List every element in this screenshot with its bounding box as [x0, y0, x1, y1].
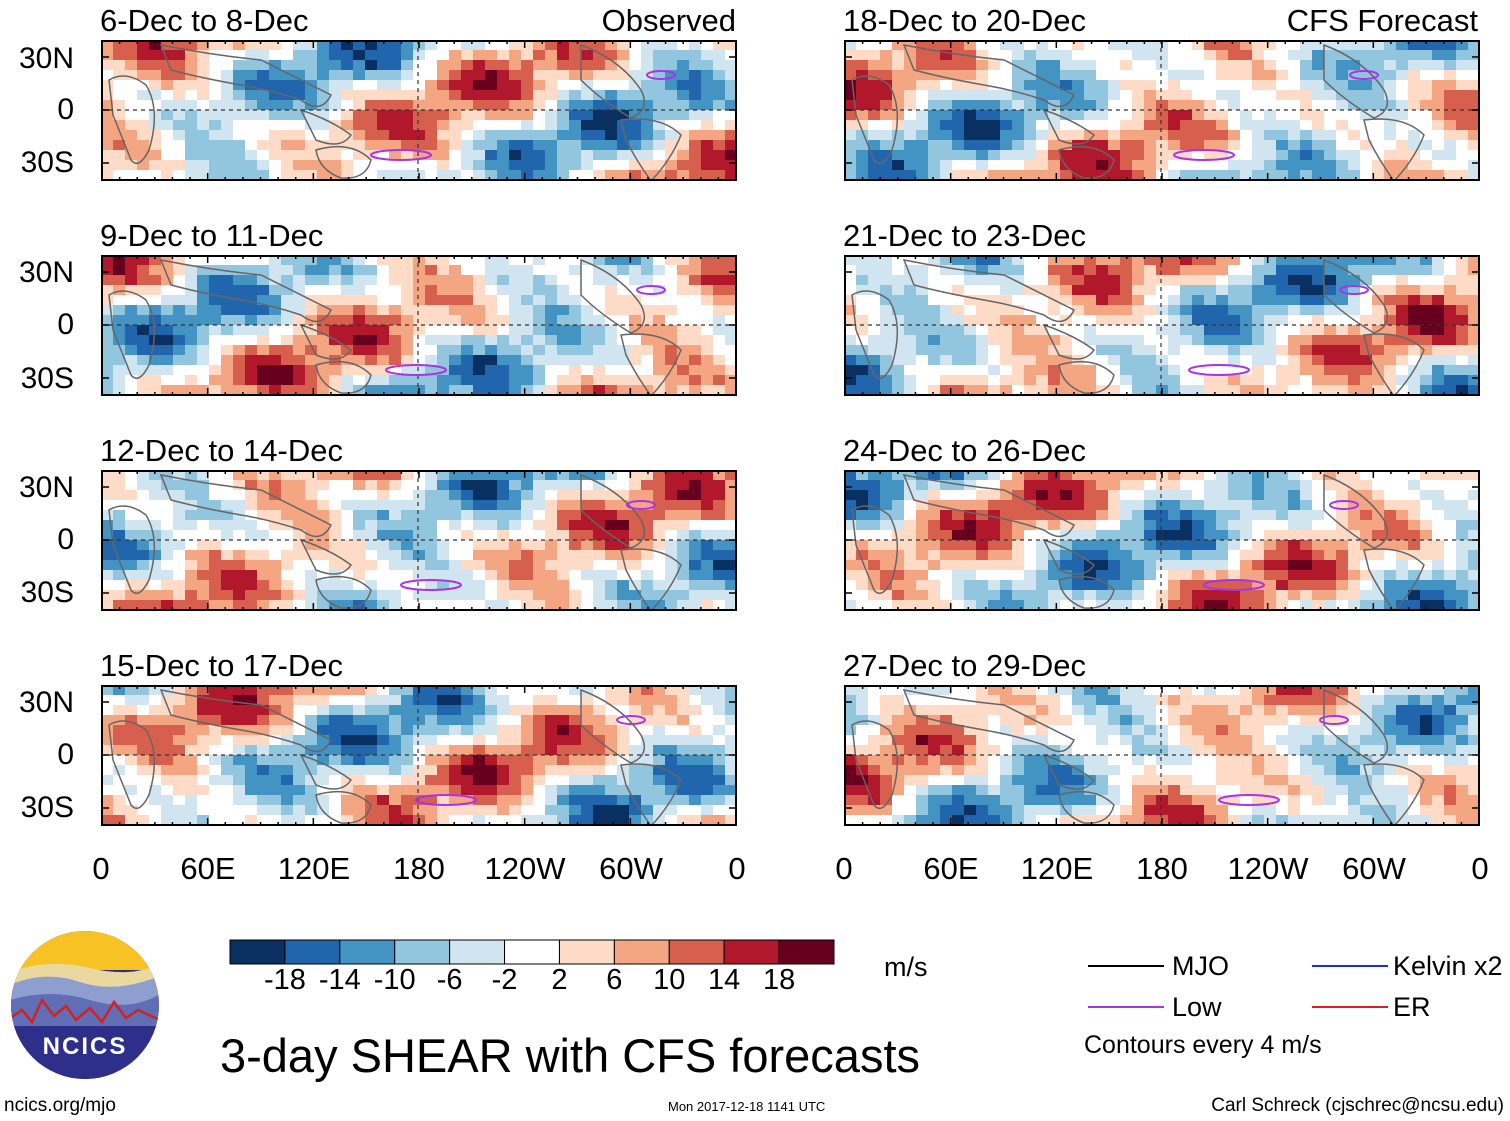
map-panel-observed-4: [101, 685, 737, 826]
footer-timestamp: Mon 2017-12-18 1141 UTC: [668, 1099, 826, 1114]
lon-label-left-60w: 60W: [599, 851, 663, 886]
lat-label-30n-row2: 30N: [18, 256, 74, 289]
colorbar-swatch-1: [284, 939, 341, 965]
colorbar-tick-label: -6: [436, 964, 463, 996]
low-contours: [385, 285, 666, 376]
map-panel-observed-3: [101, 470, 737, 611]
low-contours: [1188, 285, 1369, 376]
low-contours: [400, 500, 656, 591]
low-contours: [1173, 70, 1379, 161]
panel-title-3: 12-Dec to 14-Dec: [100, 433, 343, 468]
observed-label: Observed: [601, 3, 736, 38]
colorbar-tick-label: -14: [318, 964, 361, 996]
colorbar-unit: m/s: [884, 952, 928, 982]
legend-low-line: [1088, 1006, 1164, 1008]
low-contours: [370, 70, 676, 161]
ncics-logo: NCICS: [11, 931, 159, 1079]
map-panel-observed-1: [101, 40, 737, 181]
panel-title-4: 15-Dec to 17-Dec: [100, 648, 343, 683]
colorbar-tick-label: -10: [373, 964, 416, 996]
map-panel-forecast-4: [844, 685, 1480, 826]
lon-label-right-120w: 120W: [1227, 851, 1309, 886]
panel-title-7: 24-Dec to 26-Dec: [843, 433, 1086, 468]
low-contours: [1218, 715, 1349, 806]
legend-low-label: Low: [1172, 992, 1222, 1022]
colorbar: [229, 939, 835, 965]
lon-label-left-120w: 120W: [484, 851, 566, 886]
coastlines: [108, 473, 682, 611]
lat-label-eq-row2: 0: [57, 308, 74, 341]
colorbar-tick-label: 14: [708, 964, 741, 996]
panel-title-8: 27-Dec to 29-Dec: [843, 648, 1086, 683]
coastlines: [851, 43, 1425, 181]
colorbar-tick-label: 10: [653, 964, 686, 996]
lat-label-30n-row4: 30N: [18, 686, 74, 719]
coastlines: [108, 43, 682, 181]
colorbar-tick-label: -2: [491, 964, 518, 996]
colorbar-tick-label: 6: [606, 964, 623, 996]
colorbar-swatch-5: [504, 939, 560, 965]
coastlines: [108, 688, 682, 826]
lon-label-right-180: 180: [1136, 851, 1188, 886]
panel-title-2: 9-Dec to 11-Dec: [100, 218, 324, 253]
colorbar-swatch-8: [668, 939, 725, 965]
colorbar-swatch-10: [778, 939, 835, 965]
colorbar-swatch-0: [229, 939, 286, 965]
legend-mjo-label: MJO: [1172, 951, 1229, 981]
footer-credit: Carl Schreck (cjschrec@ncsu.edu): [1211, 1095, 1504, 1116]
lon-label-right-0-end: 0: [1471, 851, 1489, 886]
lat-label-30n-row3: 30N: [18, 471, 74, 504]
legend-er-line: [1312, 1006, 1388, 1008]
main-title: 3-day SHEAR with CFS forecasts: [220, 1029, 920, 1082]
lon-label-right-60e: 60E: [923, 851, 979, 886]
map-panel-observed-2: [101, 255, 737, 396]
legend-er-label: ER: [1393, 992, 1431, 1022]
coastlines: [851, 688, 1425, 826]
lon-label-left-0: 0: [92, 851, 110, 886]
map-panel-forecast-1: [844, 40, 1480, 181]
lon-label-left-0-end: 0: [728, 851, 746, 886]
colorbar-swatch-6: [558, 939, 615, 965]
colorbar-swatch-4: [449, 939, 506, 965]
legend-contour-note: Contours every 4 m/s: [1084, 1031, 1322, 1059]
lon-label-left-180: 180: [393, 851, 445, 886]
panel-title-6: 21-Dec to 23-Dec: [843, 218, 1086, 253]
low-contours: [1203, 500, 1359, 591]
logo-text: NCICS: [43, 1033, 128, 1060]
lon-label-left-60e: 60E: [180, 851, 236, 886]
footer-url[interactable]: ncics.org/mjo: [4, 1095, 116, 1116]
legend-mjo-line: [1088, 965, 1164, 967]
lon-label-right-60w: 60W: [1342, 851, 1406, 886]
lat-label-eq-row4: 0: [57, 738, 74, 771]
panel-title-5: 18-Dec to 20-Dec: [843, 3, 1086, 38]
low-contours: [415, 715, 646, 806]
cfs-forecast-label: CFS Forecast: [1286, 3, 1478, 38]
lon-label-right-0: 0: [835, 851, 853, 886]
colorbar-tick-label: -18: [263, 964, 306, 996]
lat-label-30n-row1: 30N: [18, 42, 74, 75]
legend-kelvin-line: [1312, 965, 1388, 967]
lat-label-30s-row1: 30S: [20, 146, 74, 179]
colorbar-swatch-7: [613, 939, 670, 965]
lat-label-30s-row4: 30S: [20, 791, 74, 824]
colorbar-swatch-9: [723, 939, 780, 965]
coastlines: [851, 258, 1425, 396]
panel-title-1: 6-Dec to 8-Dec: [100, 3, 309, 38]
lon-label-right-120e: 120E: [1020, 851, 1094, 886]
legend-kelvin-label: Kelvin x2: [1393, 951, 1503, 981]
lat-label-30s-row2: 30S: [20, 362, 74, 395]
lat-label-eq-row1: 0: [57, 93, 74, 126]
colorbar-swatch-3: [394, 939, 451, 965]
lat-label-30s-row3: 30S: [20, 576, 74, 609]
lat-label-eq-row3: 0: [57, 523, 74, 556]
lon-label-left-120e: 120E: [277, 851, 351, 886]
colorbar-tick-label: 18: [762, 964, 796, 996]
map-panel-forecast-3: [844, 470, 1480, 611]
coastlines: [851, 473, 1425, 611]
map-panel-forecast-2: [844, 255, 1480, 396]
colorbar-tick-label: 2: [551, 964, 568, 996]
colorbar-swatch-2: [339, 939, 396, 965]
coastlines: [108, 258, 682, 396]
